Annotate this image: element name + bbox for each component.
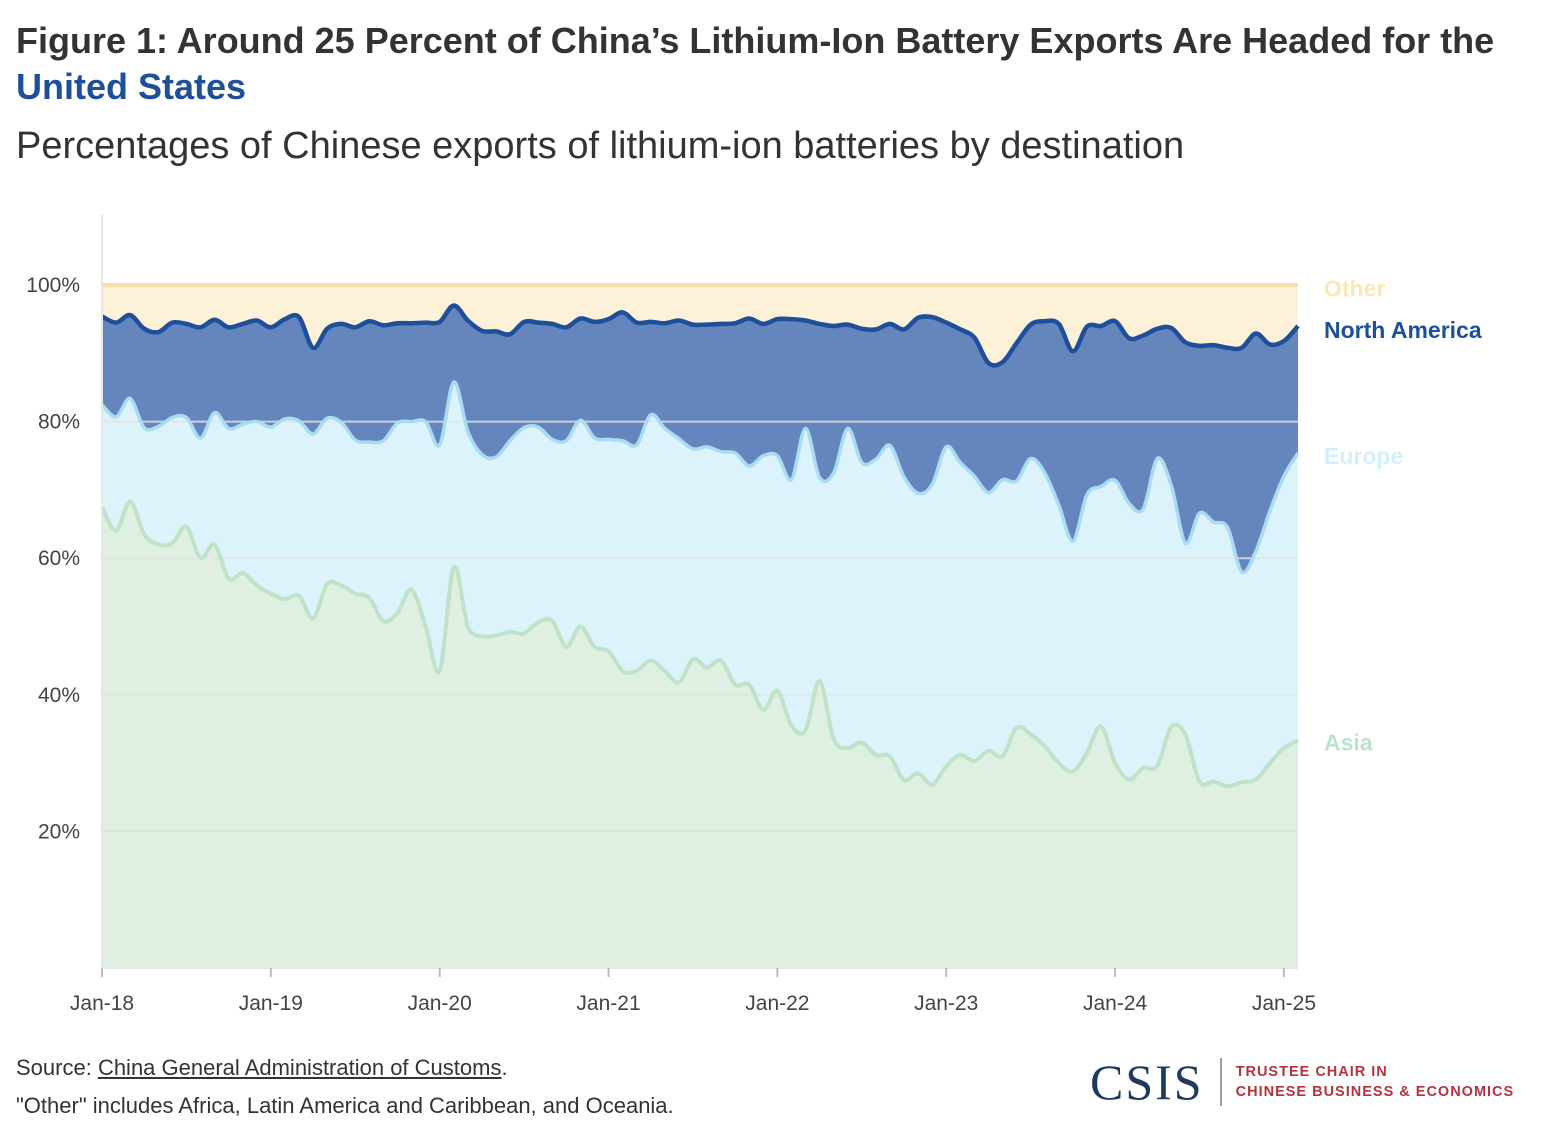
europe-line	[100, 380, 1300, 575]
chart-subtitle: Percentages of Chinese exports of lithiu…	[16, 125, 1185, 167]
series-areas	[102, 285, 1298, 969]
series-label-other: Other	[1324, 275, 1385, 301]
x-tick-label: Jan-25	[1252, 992, 1316, 1015]
y-tick-label: 40%	[38, 684, 80, 707]
x-tick-label: Jan-24	[1083, 992, 1148, 1015]
source-suffix: .	[501, 1055, 508, 1080]
asia-area	[102, 501, 1298, 968]
series-lines	[100, 283, 1300, 789]
stacked-area-chart: 20% 40% 60% 80% 100% Jan-18 Jan-19 Jan-20 Jan-21…	[26, 215, 1482, 1015]
logo-line-2: CHINESE BUSINESS & ECONOMICS	[1235, 1084, 1515, 1100]
logo-divider	[1219, 1058, 1222, 1106]
series-labels: Other North America Europe Asia	[1324, 275, 1482, 755]
x-tick-label: Jan-20	[408, 992, 472, 1015]
chart-title: Figure 1: Around 25 Percent of China’s L…	[16, 18, 1516, 110]
csis-logo: CSIS TRUSTEE CHAIR IN CHINESE BUSINESS & …	[1090, 1052, 1514, 1112]
x-tick-label: Jan-22	[745, 992, 809, 1015]
source-link[interactable]: China General Administration of Customs	[97, 1055, 502, 1080]
y-tick-label: 80%	[38, 411, 80, 434]
x-tick-label: Jan-23	[914, 992, 978, 1015]
chart-title-main: Figure 1: Around 25 Percent of China’s L…	[16, 20, 1495, 61]
axes: 20% 40% 60% 80% 100% Jan-18 Jan-19 Jan-20 Jan-21…	[26, 215, 1316, 1015]
logo-subtitle: TRUSTEE CHAIR IN CHINESE BUSINESS & ECONO…	[1236, 1062, 1515, 1102]
north-america-line	[100, 303, 1300, 368]
logo-wordmark: CSIS	[1090, 1054, 1204, 1110]
series-label-asia: Asia	[1324, 730, 1373, 756]
series-label-north-america: North America	[1324, 317, 1482, 343]
y-tick-label: 100%	[26, 274, 80, 297]
y-tick-label: 60%	[38, 547, 80, 570]
x-tick-label: Jan-18	[70, 992, 134, 1015]
source-note: Source: China General Administration of …	[16, 1055, 508, 1081]
source-prefix: Source:	[16, 1055, 98, 1080]
x-tick-label: Jan-19	[239, 992, 303, 1015]
series-label-europe: Europe	[1324, 443, 1403, 469]
chart-title-highlight: United States	[16, 66, 247, 107]
logo-line-1: TRUSTEE CHAIR IN	[1235, 1064, 1388, 1080]
y-tick-label: 20%	[38, 820, 80, 843]
other-definition-note: "Other" includes Africa, Latin America a…	[16, 1093, 674, 1118]
x-tick-label: Jan-21	[576, 992, 640, 1015]
grid-lines	[102, 420, 1298, 833]
asia-line	[100, 499, 1299, 789]
